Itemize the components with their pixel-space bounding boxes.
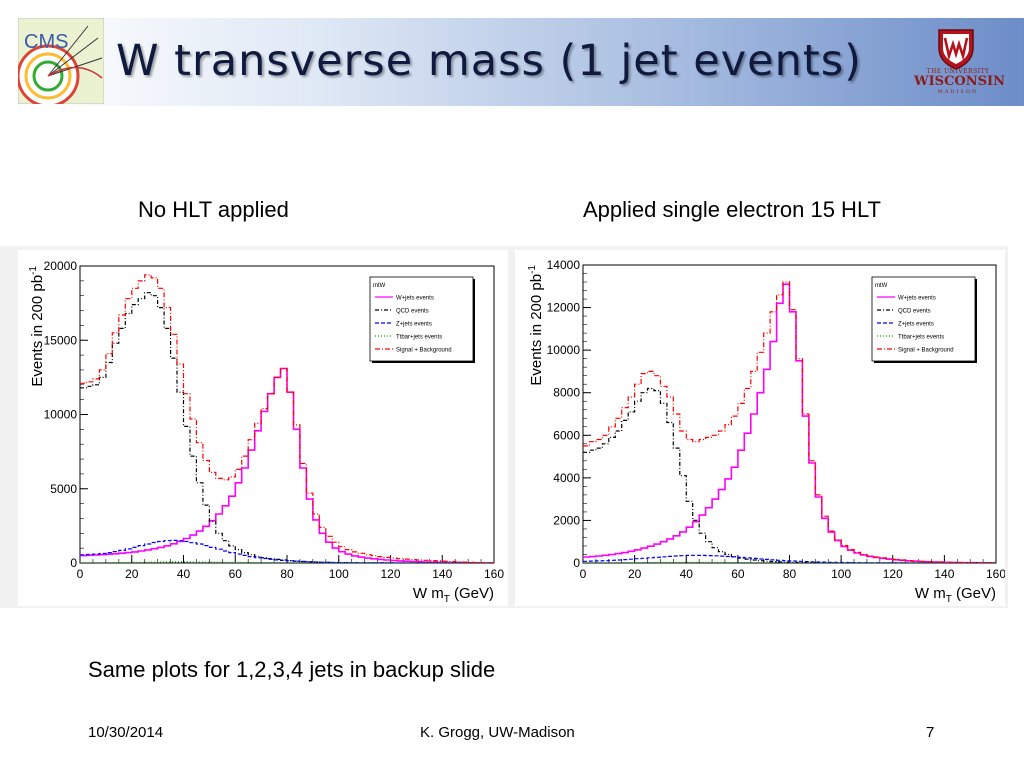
- legend-entry: W+jets events: [898, 296, 936, 302]
- backup-note: Same plots for 1,2,3,4 jets in backup sl…: [88, 657, 496, 682]
- x-tick-label: 20: [125, 567, 139, 581]
- series-line-3: [80, 539, 494, 563]
- title-bar: [18, 18, 1024, 106]
- x-tick-label: 80: [783, 567, 797, 581]
- y-tick-label: 10000: [547, 343, 581, 357]
- x-tick-label: 140: [934, 567, 954, 581]
- chart-right: 0 20 40 60 80 100 120 140 160 0 2000 4000 6000 8000 10…: [527, 258, 1005, 605]
- x-tick-label: 160: [484, 567, 504, 581]
- caption-left: No HLT applied: [138, 197, 289, 222]
- footer-page-number: 7: [926, 724, 935, 741]
- series-line-2: [583, 387, 996, 563]
- legend-entry: Signal + Background: [898, 348, 954, 354]
- y-tick-label: 0: [70, 556, 77, 570]
- x-tick-label: 0: [580, 567, 587, 581]
- uw-wordmark: THE UNIVERSITY WISCONSIN MADISON: [914, 68, 1005, 95]
- footer-author: K. Grogg, UW-Madison: [420, 724, 575, 741]
- chart-panel-right: 0 20 40 60 80 100 120 140 160 0 2000 4000 6000 8000 10…: [515, 250, 1005, 606]
- cms-logo-text: CMS: [24, 31, 68, 53]
- x-tick-label: 100: [329, 567, 349, 581]
- uw-madison-label: MADISON: [937, 89, 979, 95]
- y-tick-label: 2000: [553, 513, 580, 527]
- x-tick-label: 120: [380, 567, 400, 581]
- y-tick-label: 15000: [44, 333, 78, 347]
- legend-entry: Z+jets events: [898, 322, 934, 328]
- legend-title: mtW: [875, 283, 888, 289]
- y-tick-label: 6000: [553, 428, 580, 442]
- x-tick-label: 0: [77, 567, 84, 581]
- y-tick-label: 0: [573, 556, 580, 570]
- cms-logo: CMS: [18, 18, 104, 104]
- uw-crest-icon: [938, 29, 974, 70]
- legend-entry: Z+jets events: [396, 322, 432, 328]
- y-tick-label: 5000: [50, 482, 77, 496]
- x-axis-title: W mT (GeV): [915, 585, 996, 605]
- x-tick-label: 140: [432, 567, 452, 581]
- legend-entry: Signal + Background: [396, 348, 452, 354]
- legend-entry: Ttbar+jets events: [898, 335, 944, 341]
- x-tick-label: 80: [280, 567, 294, 581]
- legend-box: [369, 276, 474, 362]
- y-axis-title: Events in 200 pb-1: [527, 265, 545, 386]
- slide-title: W transverse mass (1 jet events): [116, 36, 862, 86]
- legend-entry: Ttbar+jets events: [396, 335, 442, 341]
- x-tick-label: 40: [680, 567, 694, 581]
- x-tick-label: 20: [628, 567, 642, 581]
- x-tick-label: 120: [883, 567, 903, 581]
- chart-left: 0 20 40 60 80 100 120 140 160 0 5000 10000 15000 2000…: [28, 259, 504, 605]
- y-tick-label: 4000: [553, 471, 580, 485]
- x-axis-title: W mT (GeV): [413, 585, 494, 605]
- legend-entry: W+jets events: [396, 296, 434, 302]
- legend-box: [871, 276, 976, 362]
- y-tick-label: 10000: [44, 408, 78, 422]
- legend-entry: QCD events: [898, 309, 931, 315]
- y-tick-label: 12000: [547, 301, 581, 315]
- legend-title: mtW: [373, 283, 386, 289]
- y-tick-label: 14000: [547, 258, 581, 272]
- footer-date: 10/30/2014: [88, 724, 164, 741]
- caption-right: Applied single electron 15 HLT: [583, 197, 881, 222]
- y-tick-label: 20000: [44, 259, 78, 273]
- series-line-1: [80, 367, 494, 563]
- x-tick-label: 160: [986, 567, 1005, 581]
- chart-panel-left: 0 20 40 60 80 100 120 140 160 0 5000 10000 15000 2000…: [18, 250, 508, 606]
- series-line-5: [583, 281, 996, 563]
- y-axis-title: Events in 200 pb-1: [28, 266, 46, 387]
- x-tick-label: 40: [177, 567, 191, 581]
- x-tick-label: 60: [229, 567, 243, 581]
- uw-wisconsin-label: WISCONSIN: [914, 74, 1005, 89]
- series-line-5: [80, 274, 494, 563]
- x-tick-label: 100: [831, 567, 851, 581]
- uw-the-label: THE UNIVERSITY: [926, 68, 990, 75]
- legend-entry: QCD events: [396, 309, 429, 315]
- series-line-2: [80, 292, 494, 563]
- y-tick-label: 8000: [553, 386, 580, 400]
- x-tick-label: 60: [731, 567, 745, 581]
